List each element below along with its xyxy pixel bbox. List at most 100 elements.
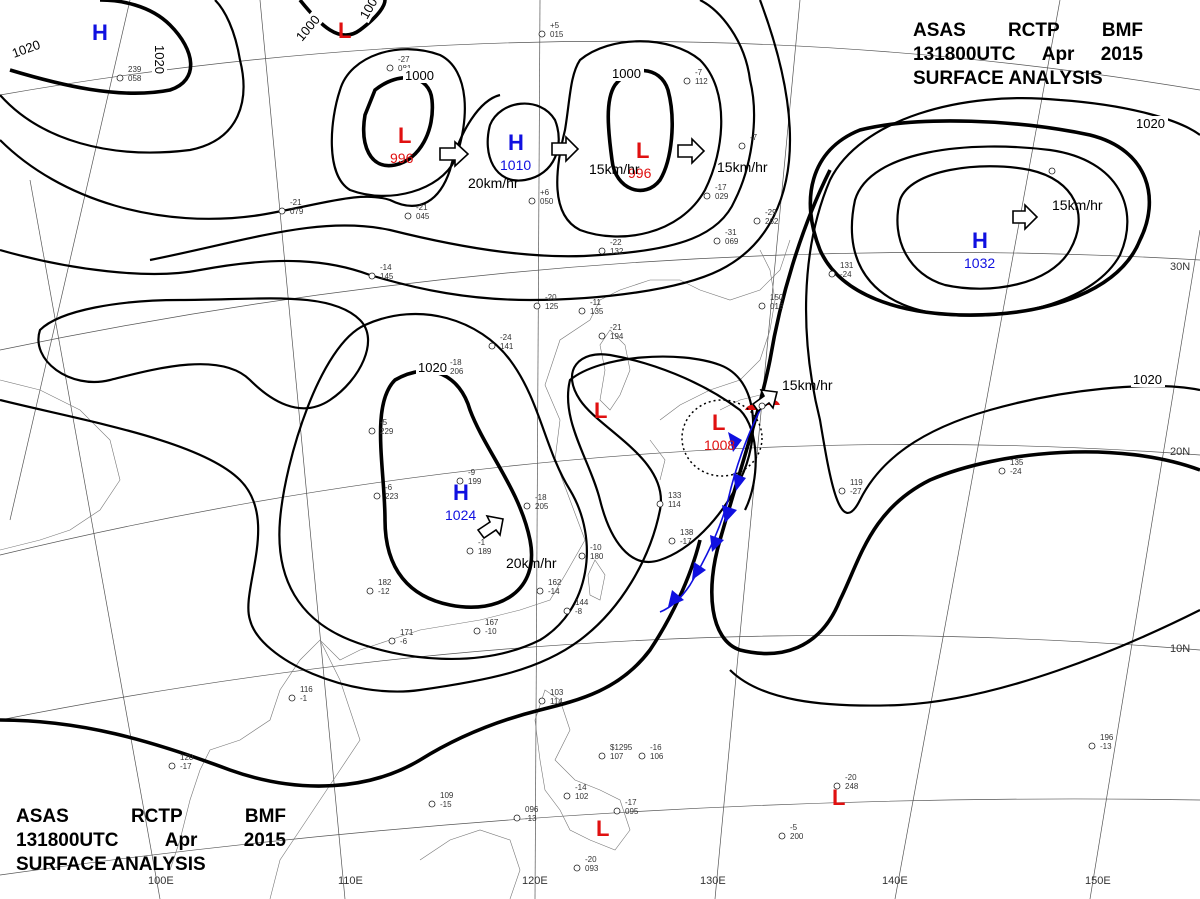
station-value: $1295	[610, 743, 633, 752]
station-value: -14	[380, 263, 392, 272]
station-value: 050	[540, 197, 554, 206]
station-value: -1	[300, 694, 308, 703]
isobar-west-outer-1	[37, 297, 370, 410]
station-value: 199	[468, 477, 482, 486]
station-value: 180	[590, 552, 604, 561]
movement-arrows	[439, 135, 1039, 540]
station-value: 194	[610, 332, 624, 341]
station-value: -17	[180, 762, 192, 771]
station-circle	[713, 237, 721, 245]
movement-speed-label: 15km/hr	[717, 159, 768, 175]
latitude-line-20n	[0, 444, 1200, 556]
station-value: 096	[525, 805, 539, 814]
station-value: -11	[590, 298, 602, 307]
station-value: -22	[610, 238, 622, 247]
station-value: 206	[450, 367, 464, 376]
isobar-label: 1000	[405, 68, 434, 83]
station-value: +6	[540, 188, 550, 197]
isobar-east-south	[729, 609, 1200, 707]
station-value: 135	[590, 307, 604, 316]
longitude-line-130e	[714, 0, 801, 899]
longitude-label: 120E	[522, 875, 548, 887]
station-circle	[513, 814, 521, 822]
station-circle	[368, 272, 376, 280]
movement-speed-label: 15km/hr	[589, 161, 640, 177]
station-circle	[488, 342, 496, 350]
latitude-line-10n	[0, 634, 1200, 721]
movement-arrow	[677, 137, 706, 165]
movement-speed-label: 20km/hr	[468, 175, 519, 191]
station-value: 016	[770, 302, 784, 311]
coastline-philippines	[534, 689, 631, 851]
title-block-bottom: ASAS RCTP BMF 131800UTC Apr 2015 SURFACE…	[16, 805, 286, 877]
isobar-north-outer	[0, 0, 792, 302]
station-value: -14	[548, 587, 560, 596]
station-value: -15	[440, 800, 452, 809]
movement-labels: 20km/hr 15km/hr 15km/hr 15km/hr 20km/hr 15km/…	[468, 159, 1103, 571]
low-pressure-symbol: L	[594, 398, 607, 423]
low-pressure-symbol: L	[338, 18, 351, 43]
station-circle	[578, 552, 586, 560]
station-value: -6	[400, 637, 408, 646]
isobar-1032-outer	[808, 119, 1152, 317]
station-circle	[656, 500, 664, 508]
latitude-line-30n	[0, 252, 1200, 351]
movement-arrow	[551, 135, 580, 163]
station-value: 171	[400, 628, 414, 637]
station-value: -13	[1100, 742, 1112, 751]
station-circle	[366, 587, 374, 595]
station-circle	[668, 537, 676, 545]
station-circle	[388, 637, 396, 645]
coastline-west	[0, 379, 121, 551]
station-value: 205	[535, 502, 549, 511]
isobar-high-1010	[486, 102, 560, 182]
station-value: 132	[610, 247, 624, 256]
station-value: 112	[695, 77, 708, 86]
pressure-value: 1010	[500, 157, 531, 173]
station-value: 162	[548, 578, 562, 587]
isobar-1020-north	[9, 0, 193, 96]
station-circle	[758, 402, 766, 410]
isobar-1032-mid	[850, 145, 1129, 317]
high-pressure-symbol: H	[508, 130, 524, 155]
longitude-line-150e	[1089, 229, 1200, 899]
station-value: 125	[545, 302, 559, 311]
station-circle	[758, 302, 766, 310]
station-circle	[738, 142, 746, 150]
high-pressure-symbol: H	[92, 20, 108, 45]
movement-arrow	[439, 140, 470, 168]
station-value: 119	[850, 478, 863, 487]
isobar-north-high-outer	[0, 0, 245, 154]
cold-front-triangle	[710, 535, 724, 552]
station-value: -24	[1010, 467, 1022, 476]
station-circle	[373, 492, 381, 500]
station-value: -5	[380, 418, 388, 427]
low-1008-circulation	[681, 399, 763, 477]
movement-speed-label: 15km/hr	[1052, 197, 1103, 213]
station-value: 015	[550, 30, 564, 39]
station-circle	[563, 792, 571, 800]
station-value: 106	[650, 752, 664, 761]
station-value: 093	[585, 864, 599, 873]
station-circle	[538, 697, 546, 705]
isobar-big-north	[149, 0, 756, 262]
station-value: 109	[440, 791, 454, 800]
station-circle	[288, 694, 296, 702]
station-value: -21	[416, 203, 428, 212]
station-value: -24	[500, 333, 512, 342]
low-pressure-symbol: L	[398, 123, 411, 148]
station-value: 120	[180, 753, 194, 762]
station-value: -17	[680, 537, 692, 546]
pressure-value: 996	[628, 165, 652, 181]
movement-arrow	[1012, 203, 1039, 231]
title-origin: BMF	[1101, 20, 1143, 41]
isobar-label-background	[403, 68, 437, 83]
title-time: 131800UTC	[16, 830, 119, 851]
title-year: 2015	[243, 830, 286, 851]
isobar-label: 1020	[418, 360, 447, 375]
station-value: 079	[290, 207, 304, 216]
coastline-borneo	[419, 829, 521, 899]
